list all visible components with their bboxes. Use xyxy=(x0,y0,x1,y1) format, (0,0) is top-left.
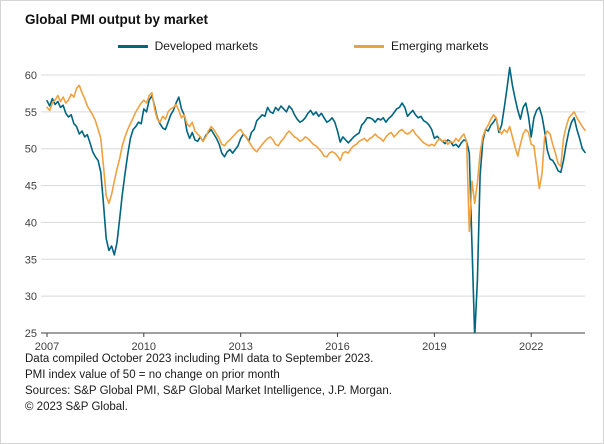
x-axis-tick-label: 2007 xyxy=(35,341,59,353)
chart-legend: Developed markets Emerging markets xyxy=(1,39,603,53)
footnotes: Data compiled October 2023 including PMI… xyxy=(25,351,392,415)
x-axis-tick-label: 2019 xyxy=(422,341,446,353)
y-axis-tick-label: 45 xyxy=(25,181,37,193)
emerging-markets-line xyxy=(46,84,586,233)
legend-item-developed-markets: Developed markets xyxy=(117,39,258,53)
footnote-index-definition: PMI index value of 50 = no change on pri… xyxy=(25,369,280,381)
footnote-copyright: © 2023 S&P Global. xyxy=(25,401,128,413)
y-axis-tick-label: 60 xyxy=(25,70,37,82)
y-axis-tick-label: 40 xyxy=(25,217,37,229)
y-axis-tick-label: 25 xyxy=(25,328,37,340)
y-axis-tick-label: 30 xyxy=(25,291,37,303)
x-axis-tick-label: 2022 xyxy=(519,341,543,353)
legend-label-developed-markets: Developed markets xyxy=(154,39,258,53)
developed-markets-line-swatch xyxy=(117,44,148,48)
legend-label-emerging-markets: Emerging markets xyxy=(391,39,489,53)
footnote-compiled: Data compiled October 2023 including PMI… xyxy=(25,353,374,365)
y-axis-tick-label: 50 xyxy=(25,144,37,156)
legend-item-emerging-markets: Emerging markets xyxy=(354,39,488,53)
developed-markets-line xyxy=(46,66,586,333)
x-axis-tick-label: 2016 xyxy=(325,341,349,353)
x-axis-tick-label: 2013 xyxy=(228,341,252,353)
emerging-markets-line-swatch xyxy=(354,44,384,48)
y-axis-tick-label: 35 xyxy=(25,254,37,266)
y-axis-tick-label: 55 xyxy=(25,107,37,119)
chart-title: Global PMI output by market xyxy=(25,12,209,27)
x-axis-tick-label: 2010 xyxy=(132,341,156,353)
footnote-sources: Sources: S&P Global PMI, S&P Global Mark… xyxy=(25,385,392,397)
